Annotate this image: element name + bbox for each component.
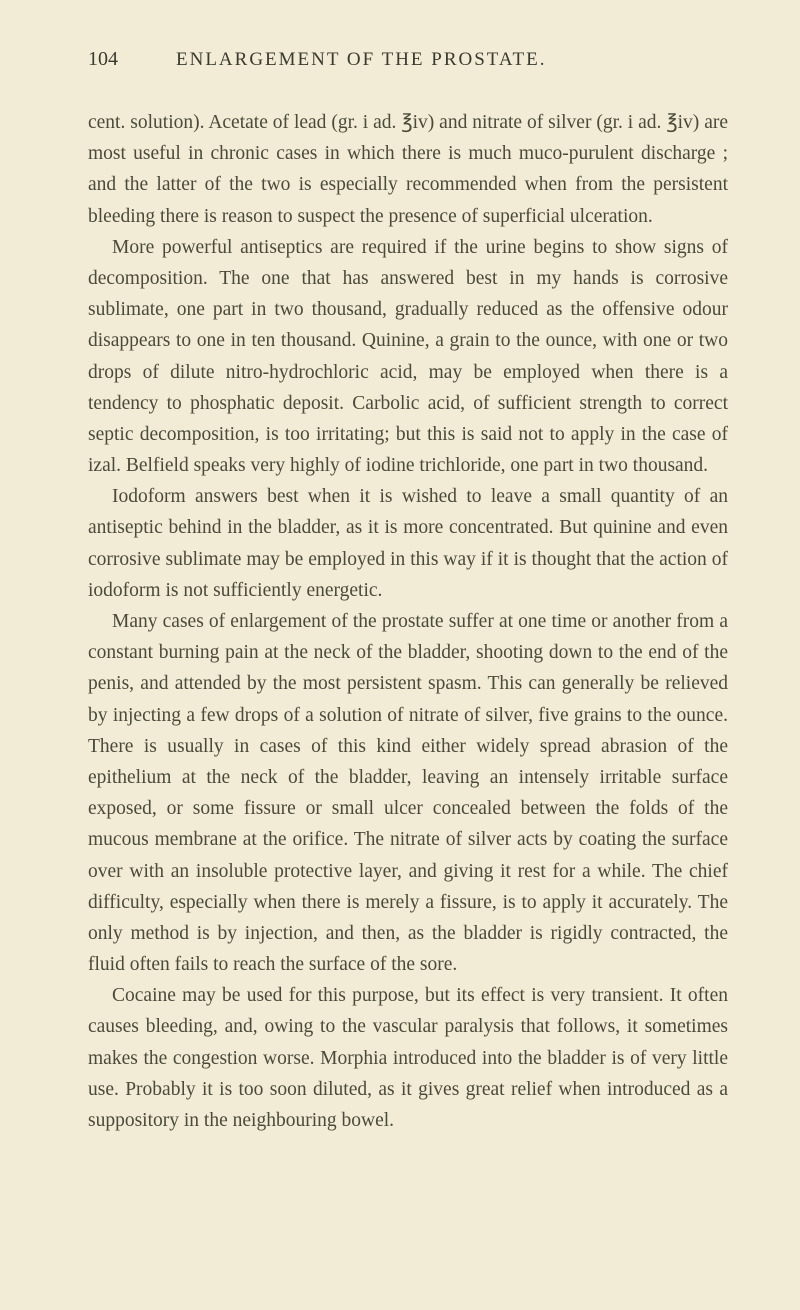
paragraph-2: More powerful antiseptics are required i…	[88, 232, 728, 482]
paragraph-4: Many cases of enlargement of the prostat…	[88, 606, 728, 980]
paragraph-3: Iodoform answers best when it is wished …	[88, 481, 728, 606]
paragraph-1: cent. solution). Acetate of lead (gr. i …	[88, 107, 728, 232]
page-number: 104	[88, 48, 118, 71]
body-text: cent. solution). Acetate of lead (gr. i …	[88, 107, 728, 1136]
page-header: 104 ENLARGEMENT OF THE PROSTATE.	[88, 48, 728, 71]
paragraph-5: Cocaine may be used for this purpose, bu…	[88, 980, 728, 1136]
chapter-title: ENLARGEMENT OF THE PROSTATE.	[176, 49, 546, 71]
